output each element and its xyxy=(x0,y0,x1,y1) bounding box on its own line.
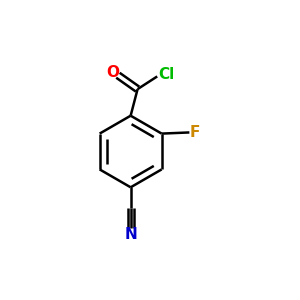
Text: N: N xyxy=(124,227,137,242)
Text: F: F xyxy=(189,125,200,140)
Text: O: O xyxy=(106,65,119,80)
Text: Cl: Cl xyxy=(158,67,174,82)
